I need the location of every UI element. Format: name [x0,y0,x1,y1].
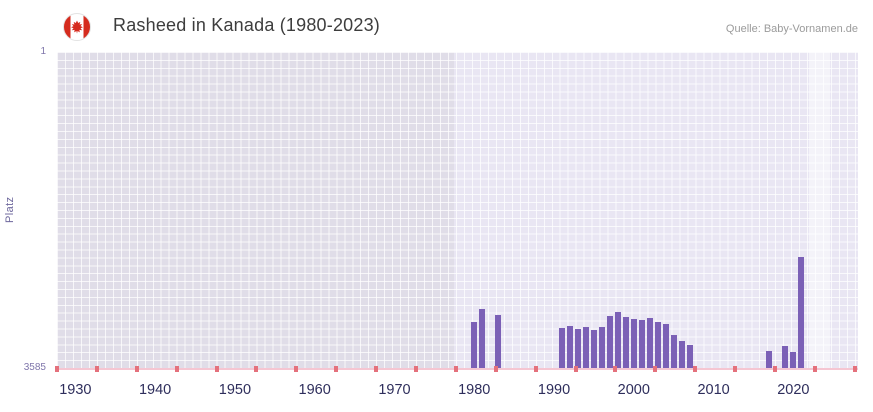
x-axis-tick [573,366,578,372]
x-axis-tick [94,366,99,372]
plot-area [57,52,858,368]
x-axis-label-2020: 2020 [777,382,810,398]
x-axis-tick [852,366,857,372]
x-axis-tick [613,366,618,372]
y-tick-top: 1 [40,46,46,57]
source-attribution: Quelle: Baby-Vornamen.de [725,23,858,35]
bar-year-1996[interactable] [598,327,605,368]
x-axis-label-1990: 1990 [537,382,571,398]
bar-year-2005[interactable] [670,334,677,368]
x-axis-tick [773,366,778,372]
bar-year-1998[interactable] [614,311,621,368]
bar-year-2002[interactable] [646,318,653,368]
x-axis-tick [453,366,458,372]
x-axis-tick [134,366,139,372]
bar-year-1994[interactable] [582,326,589,368]
x-axis-label-1970: 1970 [378,382,411,398]
y-axis-title: Platz [4,196,16,224]
x-axis-tick [653,366,658,372]
x-axis-tick [254,366,259,372]
x-axis-tick [533,366,538,372]
x-axis-label-2000: 2000 [617,382,650,398]
bar-year-2003[interactable] [654,321,661,368]
bar-year-2001[interactable] [638,320,645,368]
bar-year-1999[interactable] [622,317,629,368]
y-tick-bottom: 3585 [23,362,46,373]
bar-year-2006[interactable] [678,341,685,368]
x-axis-tick [374,366,379,372]
bar-year-2004[interactable] [662,324,669,368]
x-axis-tick [174,366,179,372]
bar-year-1991[interactable] [559,327,565,368]
x-axis-tick [55,366,59,372]
grid-mesh [57,52,858,368]
x-axis-label-1980: 1980 [458,382,491,398]
bar-year-2000[interactable] [630,319,637,368]
bar-year-1995[interactable] [590,329,597,368]
x-axis-tick [214,366,219,372]
bar-year-2020[interactable] [790,352,797,368]
x-axis-tick [812,366,817,372]
bar-year-2007[interactable] [686,344,693,368]
x-axis-label-1960: 1960 [298,382,331,398]
bar-year-1993[interactable] [574,328,581,368]
bar-year-1981[interactable] [479,308,486,368]
x-axis-tick [693,366,698,372]
x-axis-label-1930: 1930 [59,382,92,398]
bar-year-2019[interactable] [782,345,789,368]
bar-year-1980[interactable] [471,321,478,368]
current-year-highlight-band [808,52,831,368]
canada-flag-icon [63,13,91,41]
bar-year-2017[interactable] [766,350,773,368]
x-axis-tick [294,366,299,372]
x-axis-tick [414,366,418,372]
page-title: Rasheed in Kanada (1980-2023) [113,15,380,35]
x-axis-label-1950: 1950 [218,382,252,398]
x-axis-tick [493,366,498,372]
x-axis-label-1940: 1940 [138,382,172,398]
x-axis-label-2010: 2010 [697,382,730,398]
bar-year-2021[interactable] [798,257,805,368]
bar-year-1997[interactable] [606,315,613,368]
x-axis-tick [733,366,738,372]
bar-year-1992[interactable] [566,325,573,368]
x-axis-tick [334,366,339,372]
bar-year-1983[interactable] [495,314,502,368]
